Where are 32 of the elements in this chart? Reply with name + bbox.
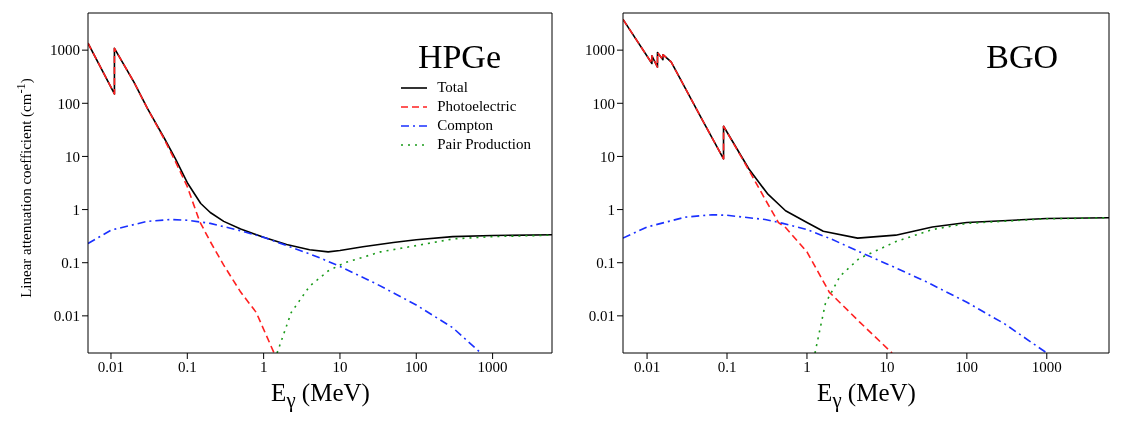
x-tick-label: 100 [405, 358, 428, 375]
text: BGO [986, 38, 1058, 76]
x-tick-label: 100 [955, 358, 979, 375]
y-tick-label: 0.01 [588, 308, 615, 325]
x-tick-label: 0.1 [177, 358, 197, 375]
x-tick-label: 1000 [477, 358, 508, 375]
y-tick-label: 10 [65, 148, 80, 165]
legend-label: Compton [437, 116, 494, 135]
x-tick-label: 1 [259, 358, 268, 375]
x-tick-label: 10 [332, 358, 348, 375]
legend-label: Photoelectric [437, 97, 517, 116]
x-axis-title: E$_{γ}$ (MeV) [270, 379, 371, 413]
y-tick-label: 1000 [50, 42, 80, 59]
y-tick-label: 100 [592, 95, 615, 112]
y-tick-label: 1000 [585, 42, 615, 59]
x-tick-label: 0.01 [633, 358, 661, 375]
y-tick-label: 0.1 [596, 255, 615, 272]
y-tick-label: 100 [57, 95, 80, 112]
x-tick-label: 1000 [1031, 358, 1062, 375]
y-tick-label: 0.01 [53, 308, 80, 325]
x-tick-label: 1 [803, 358, 811, 375]
legend-label: Pair Production [437, 135, 531, 154]
x-axis-title: E$_{γ}$ (MeV) [816, 379, 917, 413]
text: HPGe [417, 38, 501, 76]
legend-label: Total [437, 78, 468, 97]
y-tick-label: 1 [72, 201, 80, 218]
y-tick-label: 10 [600, 148, 615, 165]
x-tick-label: 0.1 [717, 358, 737, 375]
y-tick-label: 1 [607, 201, 615, 218]
x-tick-label: 10 [879, 358, 895, 375]
y-tick-label: 0.1 [61, 255, 80, 272]
x-tick-label: 0.01 [97, 358, 125, 375]
